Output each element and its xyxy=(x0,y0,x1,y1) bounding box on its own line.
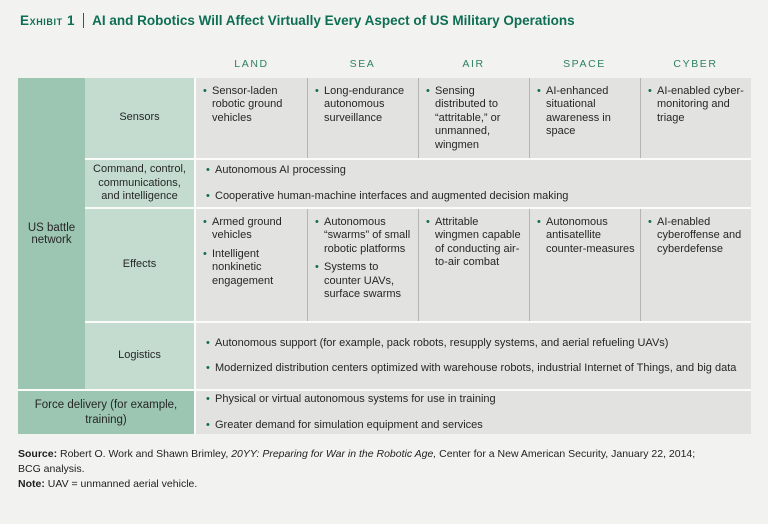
cell-sensors-cyber: • AI-enabled cyber-monitoring and triage xyxy=(640,78,751,159)
page-title: AI and Robotics Will Affect Virtually Ev… xyxy=(92,13,575,28)
exhibit-title: Exhibit 1 AI and Robotics Will Affect Vi… xyxy=(20,13,750,28)
bullet-item: • Attritable wingmen capable of conductin… xyxy=(426,216,521,269)
bullet-item: • Sensing distributed to “attritable,” or… xyxy=(426,85,501,151)
cell-effects-air: • Attritable wingmen capable of conductin… xyxy=(418,209,529,321)
source-label: Source: xyxy=(18,448,58,460)
cell-sensors-air: • Sensing distributed to “attritable,” or… xyxy=(418,78,529,159)
bullet-item: • AI-enabled cyberoffense and cyberdefens… xyxy=(648,216,742,255)
column-header-cyber: CYBER xyxy=(673,58,718,70)
table-row: • Sensor-laden robotic ground vehicles • L… xyxy=(196,78,751,159)
table-row: • Armed ground vehicles • Intelligent nonk… xyxy=(196,209,751,321)
bullet-icon: • xyxy=(206,336,210,349)
bullet-icon: • xyxy=(203,85,207,97)
cell-force-delivery-all-domains: • Physical or virtual autonomous systems … xyxy=(196,391,751,434)
bullet-icon: • xyxy=(537,216,541,228)
bullet-item: • AI-enabled cyber-monitoring and triage xyxy=(648,85,744,124)
bullet-item: • Cooperative human-machine interfaces an… xyxy=(206,189,569,202)
row-header-effects: Effects xyxy=(85,209,196,321)
row-header-logistics: Logistics xyxy=(85,323,196,389)
cell-sensors-land: • Sensor-laden robotic ground vehicles xyxy=(196,78,307,159)
footer-notes: Source: Robert O. Work and Shawn Brimley… xyxy=(18,447,742,493)
bullet-item: • Autonomous “swarms” of small robotic pl… xyxy=(315,216,411,255)
cell-sensors-space: • AI-enhanced situational awareness in sp… xyxy=(529,78,640,159)
bullet-icon: • xyxy=(648,85,652,97)
row-header-sensors: Sensors xyxy=(85,78,196,158)
bullet-icon: • xyxy=(537,85,541,97)
note-line: Note: UAV = unmanned aerial vehicle. xyxy=(18,478,198,491)
bullet-item: • Sensor-laden robotic ground vehicles xyxy=(203,85,283,124)
bullet-item: • Autonomous antisatellite counter-measur… xyxy=(537,216,635,255)
bullet-item: • AI-enhanced situational awareness in sp… xyxy=(537,85,611,138)
bullet-item: • Autonomous support (for example, pack r… xyxy=(206,336,669,349)
cell-c3i-all-domains: • Autonomous AI processing • Cooperative h… xyxy=(196,160,751,207)
bullet-item: • Intelligent nonkinetic engagement xyxy=(203,247,274,287)
column-header-air: AIR xyxy=(462,58,485,70)
bullet-item: • Autonomous AI processing xyxy=(206,164,346,177)
row-group-label-us-battle-network: US battle network xyxy=(18,78,85,389)
source-line-2: BCG analysis. xyxy=(18,463,85,476)
cell-effects-sea: • Autonomous “swarms” of small robotic pl… xyxy=(307,209,418,321)
bullet-icon: • xyxy=(315,261,319,274)
bullet-item: • Greater demand for simulation equipment… xyxy=(206,418,483,431)
bullet-icon: • xyxy=(426,85,430,97)
title-divider xyxy=(83,13,85,28)
row-header-c3i: Command, control, communications, and in… xyxy=(85,160,196,207)
bullet-icon: • xyxy=(315,216,319,228)
row-header-force-delivery: Force delivery (for example, training) xyxy=(18,391,196,434)
bullet-icon: • xyxy=(206,393,210,406)
bullet-icon: • xyxy=(206,189,210,202)
bullet-icon: • xyxy=(206,164,210,177)
bullet-item: • Physical or virtual autonomous systems … xyxy=(206,393,496,406)
bullet-item: • Modernized distribution centers optimiz… xyxy=(206,362,737,374)
column-header-row: LAND SEA AIR SPACE CYBER xyxy=(18,48,751,78)
bullet-item: • Systems to counter UAVs, surface swarms xyxy=(315,261,402,301)
cell-effects-land: • Armed ground vehicles • Intelligent nonk… xyxy=(196,209,307,321)
cell-effects-space: • Autonomous antisatellite counter-measur… xyxy=(529,209,640,321)
bullet-icon: • xyxy=(206,362,210,374)
bullet-icon: • xyxy=(648,216,652,228)
source-title-italic: 20YY: Preparing for War in the Robotic A… xyxy=(231,448,437,460)
bullet-item: • Armed ground vehicles xyxy=(203,216,282,242)
bullet-icon: • xyxy=(203,247,207,260)
bullet-icon: • xyxy=(426,216,430,228)
source-line: Source: Robert O. Work and Shawn Brimley… xyxy=(18,448,696,476)
bullet-item: • Long-endurance autonomous surveillance xyxy=(315,85,405,124)
cell-logistics-all-domains: • Autonomous support (for example, pack r… xyxy=(196,323,751,389)
exhibit-table: US battle network Sensors • Sensor-laden … xyxy=(18,78,751,434)
cell-sensors-sea: • Long-endurance autonomous surveillance xyxy=(307,78,418,159)
column-header-land: LAND xyxy=(234,58,269,70)
column-header-sea: SEA xyxy=(349,58,376,70)
bullet-icon: • xyxy=(206,418,210,431)
exhibit-number-label: Exhibit 1 xyxy=(20,13,76,28)
exhibit-page: Exhibit 1 AI and Robotics Will Affect Vi… xyxy=(0,13,768,524)
bullet-icon: • xyxy=(203,216,207,228)
column-header-space: SPACE xyxy=(563,58,606,70)
note-label: Note: xyxy=(18,478,45,491)
cell-effects-cyber: • AI-enabled cyberoffense and cyberdefens… xyxy=(640,209,751,321)
bullet-icon: • xyxy=(315,85,319,97)
